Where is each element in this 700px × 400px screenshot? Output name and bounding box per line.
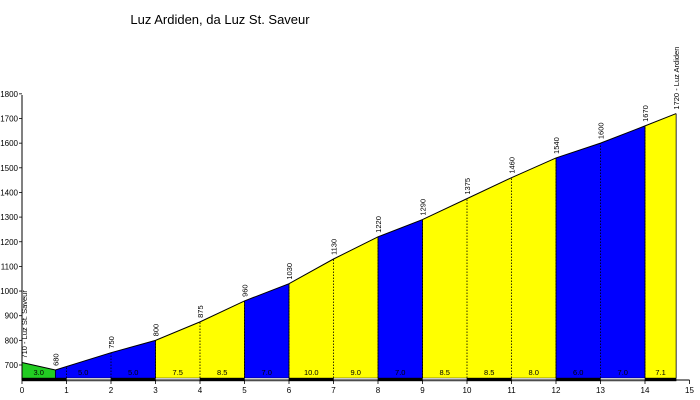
x-tick-label-1: 1: [64, 386, 69, 395]
y-tick-label-6: 1300: [0, 213, 18, 222]
gradient-label-10: 8.5: [484, 368, 494, 377]
elevation-label-11: 1460: [508, 157, 517, 174]
y-tick-label-3: 1000: [0, 287, 18, 296]
x-tick-label-14: 14: [641, 386, 650, 395]
elevation-label-9: 1290: [419, 199, 428, 216]
elevation-label-12: 1540: [552, 137, 561, 154]
gradient-label-1: 5.0: [78, 368, 88, 377]
x-tick-label-9: 9: [420, 386, 425, 395]
elevation-label-1: 680: [51, 353, 60, 366]
segment-fill-2: [155, 300, 245, 378]
elevation-labels: 710 - Luz St. Saveur 680 750 800 875 960 1030 1…: [20, 47, 681, 366]
elevation-label-6: 1030: [285, 263, 294, 280]
x-tick-label-2: 2: [109, 386, 114, 395]
gradient-label-4: 8.5: [217, 368, 227, 377]
y-tick-label-9: 1600: [0, 139, 18, 148]
y-tick-label-4: 1100: [1, 262, 19, 271]
x-tick-label-6: 6: [287, 386, 292, 395]
x-tick-label-7: 7: [331, 386, 336, 395]
x-tick-label-11: 11: [507, 386, 516, 395]
elevation-label-7: 1130: [330, 239, 339, 255]
elevation-label-0: 710 - Luz St. Saveur: [20, 290, 29, 359]
y-tick-label-2: 900: [5, 312, 19, 321]
gradient-label-9: 8.5: [440, 368, 450, 377]
profile-outline: [21, 113, 677, 371]
profile-line: [21, 113, 677, 371]
segment-fill-6: [422, 157, 556, 378]
x-tick-label-0: 0: [20, 386, 25, 395]
elevation-label-5: 960: [241, 284, 250, 297]
y-tick-label-10: 1700: [0, 115, 18, 124]
x-tick-label-15: 15: [685, 386, 694, 395]
gradient-label-6: 10.0: [304, 368, 319, 377]
segment-fill-5: [378, 219, 423, 378]
elevation-label-8: 1220: [374, 216, 383, 233]
gradient-label-5: 7.0: [262, 368, 272, 377]
x-tick-label-4: 4: [198, 386, 203, 395]
segment-fill-1: [55, 340, 156, 378]
gradient-label-11: 8.0: [529, 368, 539, 377]
y-tick-label-7: 1400: [0, 188, 18, 197]
segment-fill-4: [289, 236, 378, 378]
chart-title: Luz Ardiden, da Luz St. Saveur: [130, 12, 310, 27]
x-tick-label-5: 5: [242, 386, 247, 395]
km-dividers: [21, 113, 677, 378]
gradient-label-0: 3.0: [33, 368, 43, 377]
elevation-label-4: 875: [196, 305, 205, 318]
gradient-label-8: 7.0: [395, 368, 405, 377]
gradient-label-13: 7.0: [618, 368, 628, 377]
elevation-label-3: 800: [152, 324, 161, 337]
elevation-label-15: 1720 - Luz Ardiden: [672, 47, 681, 110]
elevation-label-2: 750: [107, 336, 116, 349]
gradient-label-3: 7.5: [173, 368, 183, 377]
segment-fill-3: [244, 283, 289, 378]
x-tick-label-13: 13: [596, 386, 605, 395]
y-tick-label-1: 800: [5, 336, 19, 345]
gradient-label-14: 7.1: [655, 368, 665, 377]
x-tick-label-10: 10: [463, 386, 472, 395]
segment-fill-8: [645, 113, 677, 378]
y-tick-label-11: 1800: [0, 90, 18, 99]
gradient-label-2: 5.0: [128, 368, 138, 377]
segment-fill-0: [22, 362, 56, 378]
elevation-label-10: 1375: [463, 178, 472, 195]
x-tick-label-3: 3: [153, 386, 158, 395]
elevation-label-13: 1600: [597, 122, 606, 139]
x-tick-label-12: 12: [552, 386, 561, 395]
y-tick-label-5: 1200: [0, 238, 18, 247]
axes: 7008009001000110012001300140015001600170…: [0, 90, 694, 395]
x-tick-label-8: 8: [376, 386, 381, 395]
gradient-label-12: 6.0: [573, 368, 583, 377]
elevation-label-14: 1670: [641, 105, 650, 122]
gradient-label-7: 9.0: [351, 368, 361, 377]
y-tick-label-8: 1500: [0, 164, 18, 173]
gradient-labels: 3.0 5.0 5.0 7.5 8.5 7.0 10.0 9.0 7.0 8.5 8.5 8.0 6.0…: [33, 368, 665, 377]
y-tick-label-0: 700: [5, 361, 19, 370]
segment-fills: [22, 113, 677, 379]
